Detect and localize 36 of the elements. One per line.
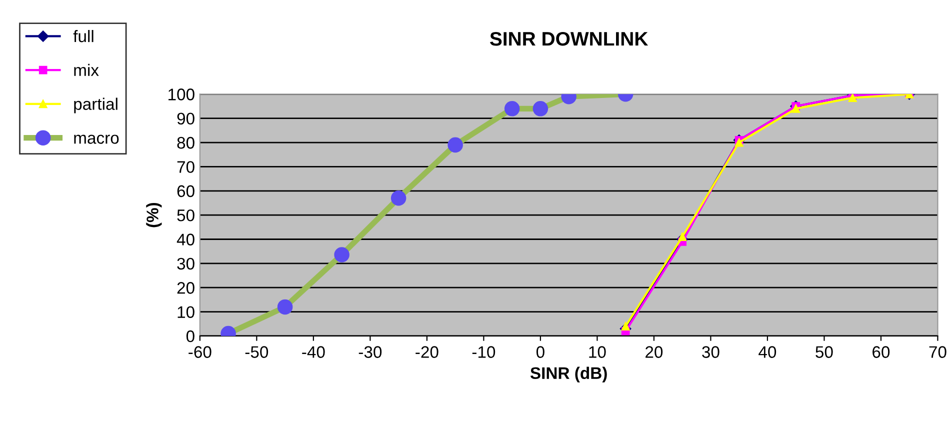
x-tick-label: -20 [416, 346, 438, 358]
y-tick-label: 90 [177, 112, 194, 125]
x-tick-label: 40 [758, 346, 776, 358]
x-tick-label: 30 [702, 346, 720, 358]
y-tick-label: 50 [177, 209, 194, 222]
y-axis-title: (%) [146, 202, 162, 228]
y-tick-label: 100 [168, 88, 194, 100]
legend-label: full [73, 30, 94, 42]
x-axis-title: SINR (dB) [530, 366, 607, 382]
y-tick-label: 70 [177, 161, 194, 173]
point [734, 138, 744, 147]
x-tick-label: 20 [646, 346, 663, 358]
x-tick-label: 60 [872, 346, 890, 358]
x-tick-label: -30 [358, 346, 382, 358]
point [792, 104, 800, 113]
x-tick-label: 0 [536, 346, 544, 358]
y-tick-label: 0 [186, 330, 194, 342]
y-tick-label: 60 [177, 185, 194, 198]
x-tick-label: -60 [188, 346, 212, 358]
y-tick-label: 20 [177, 282, 194, 294]
x-tick-label: -50 [245, 346, 268, 358]
legend-label: macro [74, 134, 119, 144]
x-tick-label: 70 [929, 346, 946, 358]
x-tick-label: -10 [472, 346, 496, 358]
y-tick-label: 80 [177, 136, 194, 149]
y-tick-label: 40 [176, 234, 194, 246]
y-tick-label: 30 [177, 258, 194, 270]
legend-label: mix [74, 64, 99, 76]
point [678, 232, 686, 241]
y-tick-label: 10 [178, 306, 194, 318]
x-tick-label: 50 [816, 346, 833, 358]
legend-label: partial [74, 98, 118, 114]
x-tick-label: 10 [589, 346, 606, 358]
point [621, 322, 630, 330]
chart-title: SINR DOWNLINK [490, 32, 648, 46]
x-tick-label: -40 [302, 346, 325, 358]
